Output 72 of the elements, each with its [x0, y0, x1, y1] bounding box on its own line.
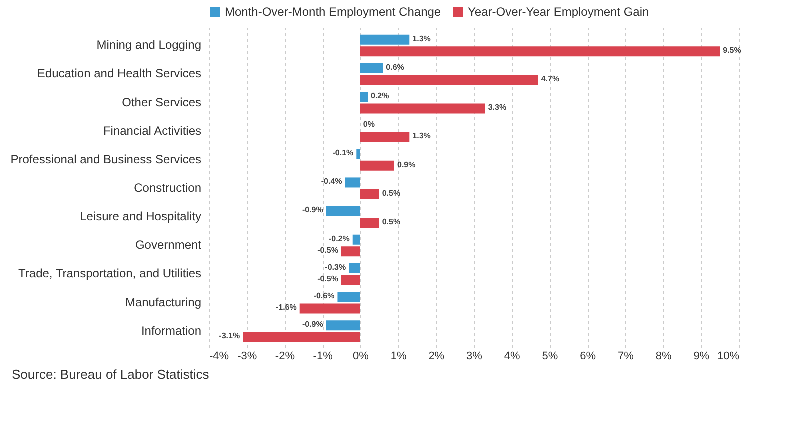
data-label: 0.5% [382, 188, 401, 198]
y-tick-label: Leisure and Hospitality [80, 210, 202, 224]
bar [338, 292, 360, 302]
bar [360, 132, 410, 142]
bar [360, 160, 394, 171]
x-tick-label: 3% [466, 350, 483, 362]
data-label: 0.9% [398, 160, 416, 170]
x-tick-label: 5% [542, 350, 558, 362]
x-tick-label: 2% [428, 350, 445, 362]
x-tick-label: 9% [694, 350, 710, 362]
x-tick-label: 1% [390, 350, 407, 362]
y-tick-label: Manufacturing [125, 295, 202, 310]
data-label: -0.2% [328, 234, 350, 244]
x-tick-label: 8% [656, 350, 672, 362]
bar [360, 104, 486, 114]
bar [360, 34, 410, 45]
data-label: 3.3% [488, 103, 507, 112]
y-tick-label: Other Services [122, 95, 202, 110]
data-label: -0.6% [314, 291, 335, 300]
bar [352, 234, 360, 245]
bar [342, 246, 360, 257]
data-label: -0.5% [318, 274, 338, 284]
data-label: 1.3% [412, 132, 431, 141]
y-tick-label: Trade, Transportation, and Utilities [18, 266, 202, 281]
bar [342, 275, 360, 286]
x-tick-label: 7% [618, 350, 634, 362]
data-label: 0.6% [386, 62, 404, 72]
y-tick-label: Professional and Business Services [10, 152, 202, 166]
data-label: -0.9% [302, 320, 324, 329]
legend-label: Month-Over-Month Employment Change [225, 5, 442, 19]
bar [360, 218, 380, 228]
legend-label: Year-Over-Year Employment Gain [468, 5, 650, 19]
x-tick-label: 10% [717, 350, 740, 362]
data-label: -0.3% [325, 262, 346, 272]
bar [345, 178, 360, 188]
x-tick-label: 4% [504, 350, 521, 362]
data-label: -3.1% [219, 332, 240, 341]
bar [349, 263, 360, 274]
bar [360, 92, 368, 102]
x-tick-label: 0% [352, 350, 370, 362]
bar [360, 189, 380, 200]
bar [356, 149, 360, 160]
data-label: -0.1% [332, 148, 354, 158]
x-tick-label: -4% [210, 350, 230, 362]
x-tick-label: -2% [275, 350, 296, 362]
y-tick-label: Education and Health Services [37, 66, 202, 81]
bar [326, 320, 360, 331]
bar [360, 75, 538, 86]
source-note: Source: Bureau of Labor Statistics [12, 367, 210, 382]
data-label: 1.3% [412, 34, 431, 44]
x-tick-label: 6% [580, 350, 596, 362]
bar [360, 63, 384, 74]
data-label: 9.5% [723, 46, 742, 56]
data-label: -0.4% [321, 177, 342, 186]
bar [300, 304, 360, 314]
y-tick-label: Mining and Logging [96, 38, 202, 52]
bar [360, 46, 720, 57]
data-label: 0.2% [371, 91, 390, 100]
bar [243, 332, 360, 342]
data-label: -0.9% [302, 206, 324, 215]
x-tick-label: -1% [313, 350, 334, 362]
x-tick-label: -3% [238, 350, 258, 362]
data-label: -1.6% [276, 303, 297, 312]
y-tick-label: Construction [134, 181, 202, 195]
y-tick-label: Government [135, 238, 202, 252]
data-label: -0.5% [318, 246, 338, 256]
data-label: 0.5% [382, 217, 401, 226]
bar [326, 206, 360, 216]
y-tick-label: Financial Activities [103, 124, 202, 138]
data-label: 0% [363, 120, 375, 129]
data-label: 4.7% [541, 74, 560, 84]
y-tick-label: Information [141, 324, 202, 338]
